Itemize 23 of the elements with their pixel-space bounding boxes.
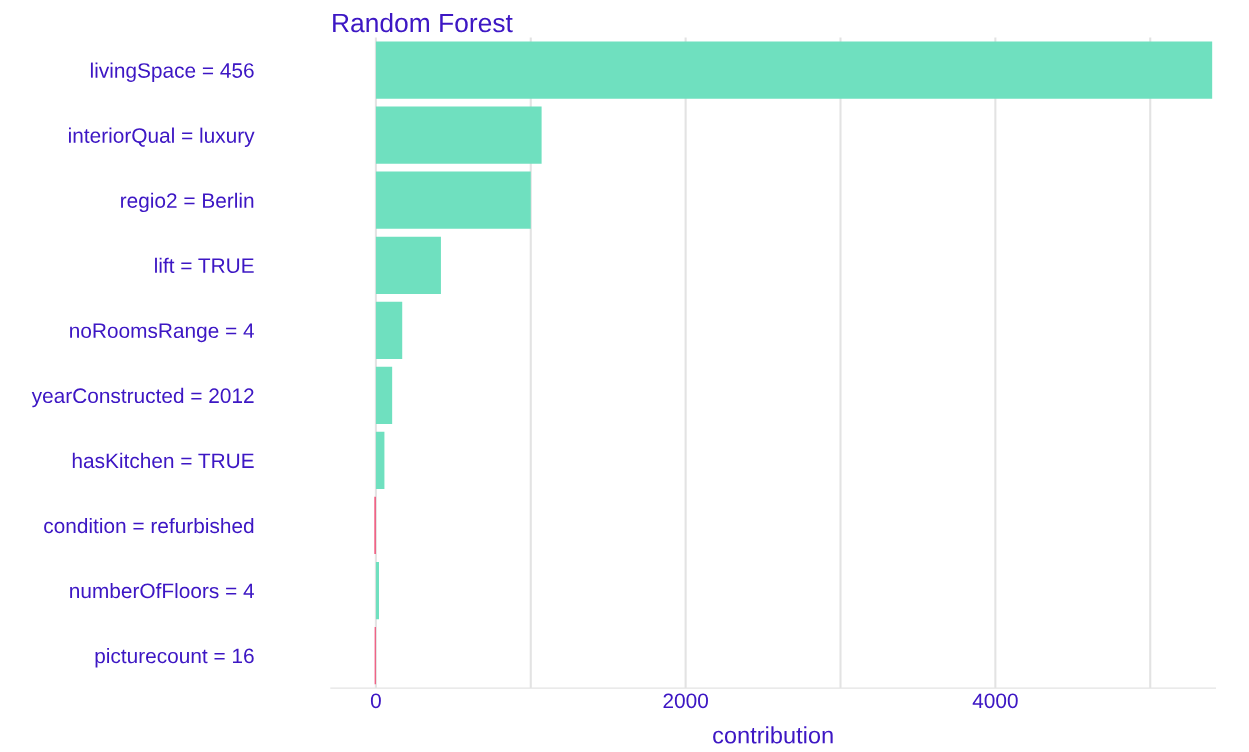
bar (375, 301, 403, 359)
bar (375, 236, 441, 294)
x-tick-label: 4000 (972, 693, 1018, 709)
chart-title: Random Forest (333, 12, 513, 33)
y-tick-label: yearConstructed = 2012 (31, 387, 254, 408)
y-tick-label: condition = refurbished (44, 517, 254, 534)
bar (375, 41, 1213, 99)
y-tick-label: interiorQual = luxury (69, 127, 255, 148)
y-tick-label: regio2 = Berlin (121, 192, 254, 213)
x-tick-label: 0 (370, 693, 381, 709)
bar (375, 431, 385, 490)
bar (375, 106, 542, 164)
y-tick-label: lift = TRUE (155, 257, 254, 274)
bar (375, 171, 531, 229)
y-tick-label: hasKitchen = TRUE (72, 452, 254, 469)
bar (375, 366, 393, 424)
y-tick-label: numberOfFloors = 4 (70, 582, 254, 599)
y-tick-label: noRoomsRange = 4 (70, 323, 254, 343)
y-tick-label: livingSpace = 456 (90, 62, 254, 82)
x-axis-title: contribution (713, 726, 833, 744)
y-tick-label: picturecount = 16 (95, 648, 254, 668)
bar (375, 561, 379, 620)
x-tick-label: 2000 (663, 693, 708, 709)
